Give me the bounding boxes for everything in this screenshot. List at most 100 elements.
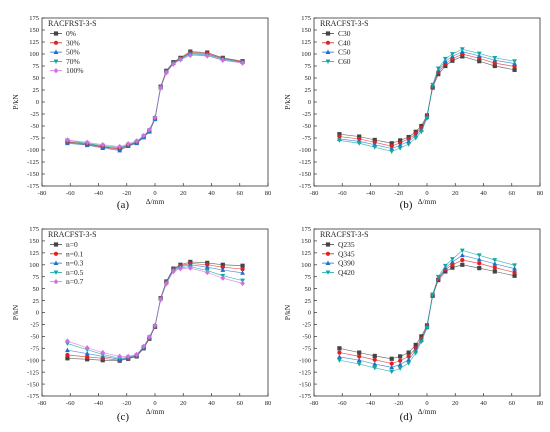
data-point bbox=[389, 141, 394, 146]
data-point bbox=[477, 59, 482, 64]
y-tick-label: 150 bbox=[301, 27, 311, 34]
data-point bbox=[356, 141, 362, 146]
x-tick-label: -60 bbox=[338, 190, 347, 197]
legend-marker bbox=[325, 31, 331, 36]
y-tick-label: 50 bbox=[305, 286, 312, 293]
legend-marker bbox=[53, 242, 59, 247]
x-axis-label: Δ/mm bbox=[418, 407, 437, 416]
data-point bbox=[220, 275, 226, 281]
y-axis-label: P/kN bbox=[283, 94, 292, 110]
data-point bbox=[134, 138, 139, 144]
series-5 bbox=[65, 265, 245, 360]
data-point bbox=[147, 127, 152, 133]
y-tick-label: 175 bbox=[29, 226, 39, 233]
data-point bbox=[492, 55, 498, 61]
legend-label: n=0.7 bbox=[66, 277, 84, 286]
series-line bbox=[67, 53, 243, 151]
legend-label: 30% bbox=[66, 38, 80, 47]
data-point bbox=[337, 346, 342, 351]
y-tick-label: -175 bbox=[27, 183, 39, 190]
legend: RRACFST-3-Sn=0n=0.1n=0.3n=0.5n=0.7 bbox=[48, 230, 97, 286]
x-tick-label: 80 bbox=[265, 190, 272, 197]
legend-label: C40 bbox=[338, 38, 351, 47]
data-point bbox=[240, 60, 245, 66]
data-point bbox=[240, 270, 245, 275]
x-axis-label: Δ/mm bbox=[146, 197, 165, 206]
data-point bbox=[406, 142, 412, 147]
data-point bbox=[459, 47, 465, 52]
chart-panel-2: -80 -60 -40 -20 0 20 40 60 80 -175 -150 -125 -100 -75… bbox=[283, 15, 543, 211]
series-line bbox=[339, 48, 515, 152]
data-point bbox=[117, 143, 122, 150]
legend: RACFRST-3-S0%30%50%70%100% bbox=[48, 19, 97, 75]
y-tick-label: 50 bbox=[305, 75, 312, 82]
data-point bbox=[492, 258, 498, 263]
data-point bbox=[356, 362, 362, 367]
data-point bbox=[188, 265, 193, 271]
y-tick-label: 125 bbox=[301, 250, 311, 257]
data-point bbox=[430, 292, 436, 297]
data-point bbox=[406, 354, 411, 359]
data-point bbox=[158, 296, 163, 303]
data-point bbox=[65, 352, 70, 358]
x-tick-label: 60 bbox=[237, 400, 244, 407]
y-tick-label: 100 bbox=[29, 262, 39, 269]
x-tick-label: -20 bbox=[394, 400, 403, 407]
data-point bbox=[65, 338, 70, 344]
x-tick-label: 40 bbox=[208, 190, 215, 197]
data-point bbox=[152, 114, 158, 121]
legend-label: n=0.5 bbox=[66, 268, 84, 277]
y-tick-label: -150 bbox=[299, 381, 311, 388]
data-point bbox=[435, 66, 441, 71]
y-tick-label: -50 bbox=[302, 123, 311, 130]
y-tick-label: -50 bbox=[302, 334, 311, 341]
data-point bbox=[188, 52, 193, 59]
x-tick-label: 60 bbox=[509, 190, 516, 197]
data-point bbox=[389, 369, 395, 375]
data-point bbox=[178, 265, 183, 272]
x-tick-label: -40 bbox=[366, 190, 375, 197]
data-point bbox=[512, 273, 517, 278]
legend-title: RRACFST-3-S bbox=[320, 19, 369, 28]
data-point bbox=[397, 142, 403, 148]
y-tick-label: 0 bbox=[308, 99, 311, 106]
y-tick-label: 150 bbox=[301, 238, 311, 245]
y-tick-label: -25 bbox=[30, 111, 39, 118]
series-line bbox=[339, 51, 515, 149]
legend-marker bbox=[325, 49, 331, 54]
legend-label: C30 bbox=[338, 29, 351, 38]
data-point bbox=[460, 262, 465, 267]
data-point bbox=[65, 140, 70, 146]
data-point bbox=[117, 147, 123, 153]
y-tick-label: 0 bbox=[308, 310, 311, 317]
y-tick-label: -125 bbox=[27, 369, 39, 376]
data-point bbox=[424, 325, 430, 331]
data-point bbox=[84, 139, 90, 146]
series-line bbox=[67, 55, 243, 147]
data-point bbox=[389, 149, 395, 154]
y-tick-label: -25 bbox=[30, 322, 39, 329]
series-line bbox=[67, 261, 243, 362]
data-point bbox=[337, 138, 342, 143]
data-point bbox=[413, 351, 419, 356]
data-point bbox=[372, 357, 377, 362]
legend-title: RRACFST-3-S bbox=[48, 230, 97, 239]
x-tick-label: 0 bbox=[153, 190, 156, 197]
data-point bbox=[100, 141, 106, 148]
x-tick-label: 60 bbox=[237, 190, 244, 197]
y-tick-label: 100 bbox=[301, 262, 311, 269]
series-line bbox=[339, 264, 515, 360]
x-tick-label: -80 bbox=[38, 400, 47, 407]
y-tick-label: 50 bbox=[33, 75, 40, 82]
series-4 bbox=[65, 52, 245, 151]
data-point bbox=[134, 351, 139, 358]
data-point bbox=[141, 132, 147, 139]
data-point bbox=[476, 253, 482, 258]
data-point bbox=[100, 349, 106, 356]
data-point bbox=[512, 67, 517, 72]
y-axis-label: P/kN bbox=[11, 304, 20, 320]
y-tick-label: 25 bbox=[33, 298, 40, 305]
data-point bbox=[372, 145, 378, 150]
